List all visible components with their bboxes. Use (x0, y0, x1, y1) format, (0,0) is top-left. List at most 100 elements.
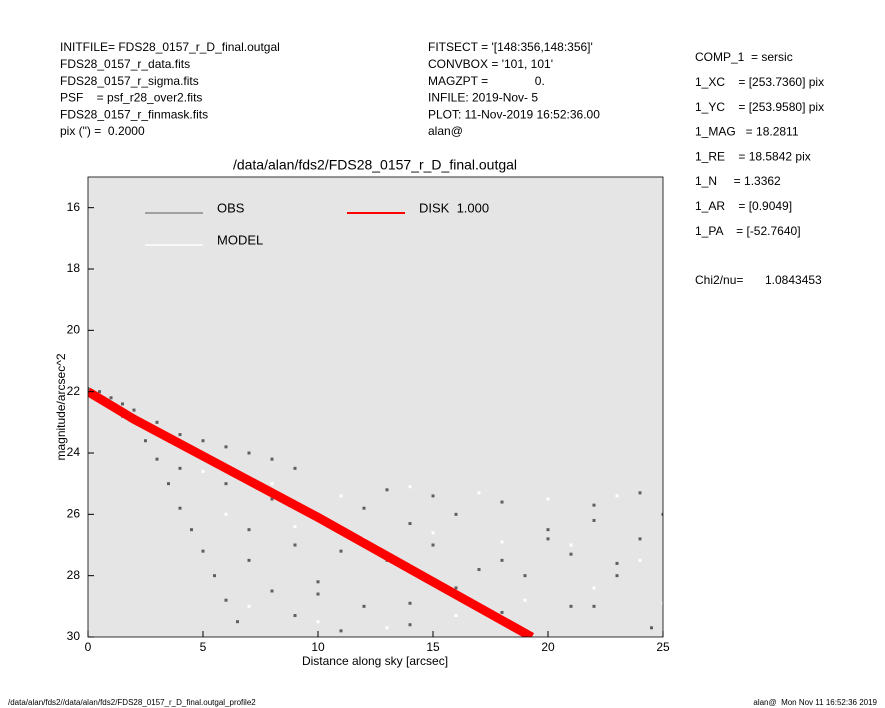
plot-area (88, 177, 663, 637)
data-point (661, 512, 663, 516)
data-point (592, 586, 596, 590)
data-point (201, 469, 205, 473)
data-point (247, 558, 251, 562)
data-point (408, 485, 412, 489)
header-line: pix (") = 0.2000 (60, 124, 145, 138)
data-point (650, 626, 653, 630)
data-point (178, 506, 182, 510)
header-line: MAGZPT = 0. (428, 74, 545, 88)
data-point (339, 629, 343, 633)
model-line (88, 387, 535, 637)
param-line: 1_MAG = 18.2811 (695, 125, 799, 139)
header-line: FDS28_0157_r_sigma.fits (60, 74, 199, 88)
data-point (293, 525, 297, 529)
param-line: COMP_1 = sersic (695, 50, 793, 64)
data-point (293, 466, 297, 470)
data-point (201, 439, 205, 443)
data-point (293, 614, 297, 618)
data-point (270, 589, 274, 593)
data-point (316, 580, 320, 584)
data-point (98, 390, 101, 394)
data-point (88, 387, 90, 391)
data-point (132, 408, 136, 412)
data-point (592, 518, 596, 522)
data-point (247, 451, 251, 455)
data-point (144, 439, 147, 443)
data-point (454, 512, 458, 516)
data-point (362, 604, 366, 608)
header-line: INFILE: 2019-Nov- 5 (428, 91, 538, 105)
header-line: INITFILE= FDS28_0157_r_D_final.outgal (60, 40, 280, 54)
param-line: 1_XC = [253.7360] pix (695, 75, 824, 89)
data-point (339, 549, 343, 553)
param-line: 1_N = 1.3362 (695, 174, 781, 188)
data-point (615, 561, 619, 565)
data-point (592, 503, 596, 507)
data-point (224, 482, 228, 486)
data-point (167, 482, 170, 486)
data-point (454, 586, 458, 590)
header-line: FDS28_0157_r_data.fits (60, 57, 190, 71)
data-point (316, 620, 320, 624)
data-point (178, 466, 182, 470)
data-point (236, 620, 239, 624)
data-point (293, 543, 297, 547)
data-point (569, 543, 573, 547)
header-line: PLOT: 11-Nov-2019 16:52:36.00 (428, 107, 600, 121)
data-point (224, 445, 228, 449)
data-point (270, 457, 274, 461)
data-point (224, 512, 228, 516)
x-tick-label: 15 (426, 640, 440, 654)
data-point (454, 614, 458, 618)
data-point (213, 574, 216, 578)
chart-title: /data/alan/fds2/FDS28_0157_r_D_final.out… (233, 157, 517, 173)
data-point (339, 494, 343, 498)
y-tick-label: 24 (67, 445, 81, 459)
data-point (408, 522, 412, 526)
header-line: CONVBOX = '101, 101' (428, 57, 553, 71)
data-point (190, 528, 193, 532)
data-point (638, 558, 642, 562)
param-line: 1_PA = [-52.7640] (695, 224, 801, 238)
legend-label: DISK 1.000 (419, 200, 489, 215)
data-point (431, 543, 435, 547)
data-point (477, 491, 481, 495)
plot-frame (87, 176, 664, 638)
data-point (592, 604, 596, 608)
data-point (178, 433, 182, 437)
data-point (408, 601, 412, 605)
data-point (546, 497, 550, 501)
data-point (385, 626, 389, 630)
data-point (500, 540, 504, 544)
footer-right: alan@ Mon Nov 11 16:52:36 2019 (753, 698, 877, 707)
x-tick-label: 5 (200, 640, 207, 654)
chi2-label: Chi2/nu= (695, 273, 743, 287)
data-point (109, 396, 113, 400)
y-axis-label: magnitude/arcsec^2 (54, 353, 68, 460)
y-tick-label: 22 (67, 384, 81, 398)
x-tick-label: 10 (311, 640, 325, 654)
data-point (523, 598, 527, 602)
y-tick-label: 26 (67, 507, 81, 521)
y-tick-label: 16 (67, 200, 81, 214)
data-point (270, 482, 274, 486)
y-tick-label: 20 (67, 323, 81, 337)
data-point (477, 568, 481, 572)
y-tick-label: 28 (67, 568, 81, 582)
y-tick-label: 18 (67, 261, 81, 275)
data-point (546, 537, 550, 541)
legend-label: OBS (217, 200, 245, 215)
data-point (431, 494, 435, 498)
header-line: FDS28_0157_r_finmask.fits (60, 107, 208, 121)
data-point (155, 457, 159, 461)
header-line: alan@ (428, 124, 463, 138)
x-tick-label: 25 (656, 640, 670, 654)
data-point (408, 623, 412, 627)
data-point (431, 531, 435, 535)
x-axis-label: Distance along sky [arcsec] (302, 654, 448, 668)
data-point (201, 549, 205, 553)
header-line: PSF = psf_r28_over2.fits (60, 91, 202, 105)
header-line: FITSECT = '[148:356,148:356]' (428, 40, 593, 54)
data-point (316, 592, 320, 596)
